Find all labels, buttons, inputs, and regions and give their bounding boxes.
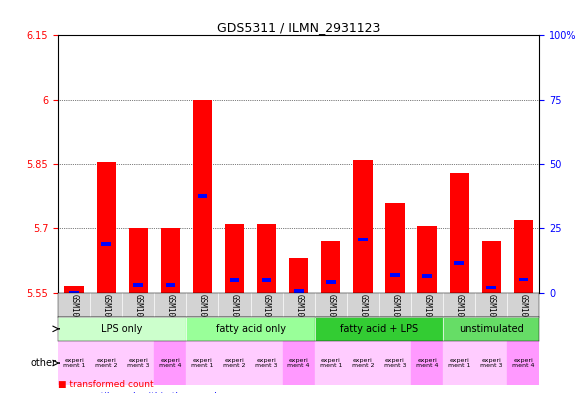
Text: GSM1034578: GSM1034578 <box>230 294 239 340</box>
Text: GSM1034577: GSM1034577 <box>423 294 432 340</box>
Bar <box>186 317 315 341</box>
Bar <box>161 228 180 293</box>
Bar <box>450 173 469 293</box>
Text: experi
ment 3: experi ment 3 <box>384 358 406 368</box>
Bar <box>96 162 116 293</box>
Bar <box>358 237 368 241</box>
Bar <box>154 341 186 385</box>
Text: GSM1034584: GSM1034584 <box>390 294 400 340</box>
Bar <box>347 341 379 385</box>
Bar <box>58 317 186 341</box>
Text: LPS only: LPS only <box>102 324 143 334</box>
Text: experi
ment 2: experi ment 2 <box>351 358 374 368</box>
Bar <box>230 278 240 282</box>
Text: experi
ment 4: experi ment 4 <box>288 358 310 368</box>
Text: GSM1034571: GSM1034571 <box>455 294 463 340</box>
Bar <box>422 274 432 278</box>
Text: GSM1034572: GSM1034572 <box>198 294 207 340</box>
Bar <box>481 241 501 293</box>
Bar <box>514 220 533 293</box>
Text: GSM1034582: GSM1034582 <box>262 294 271 340</box>
Bar <box>193 100 212 293</box>
Text: fatty acid only: fatty acid only <box>216 324 285 334</box>
Bar <box>257 224 276 293</box>
Text: experi
ment 4: experi ment 4 <box>159 358 182 368</box>
Bar <box>282 341 315 385</box>
Bar <box>487 286 496 290</box>
Text: experi
ment 3: experi ment 3 <box>480 358 502 368</box>
Bar <box>58 341 90 385</box>
Bar <box>219 341 251 385</box>
Title: GDS5311 / ILMN_2931123: GDS5311 / ILMN_2931123 <box>217 21 380 34</box>
Text: experi
ment 1: experi ment 1 <box>448 358 470 368</box>
Text: experi
ment 1: experi ment 1 <box>63 358 85 368</box>
Bar <box>353 160 372 293</box>
Text: experi
ment 3: experi ment 3 <box>255 358 278 368</box>
Bar <box>390 273 400 277</box>
Text: ■ transformed count: ■ transformed count <box>58 380 154 389</box>
Bar <box>186 341 219 385</box>
Text: fatty acid + LPS: fatty acid + LPS <box>340 324 418 334</box>
Bar <box>326 281 336 284</box>
Bar <box>379 341 411 385</box>
Text: GSM1034580: GSM1034580 <box>358 294 367 340</box>
Bar <box>198 194 207 198</box>
Text: GSM1034585: GSM1034585 <box>519 294 528 340</box>
Bar <box>262 278 271 282</box>
Bar <box>519 277 528 281</box>
Bar <box>454 261 464 264</box>
Bar <box>251 341 282 385</box>
Text: experi
ment 4: experi ment 4 <box>512 358 535 368</box>
Bar <box>315 341 347 385</box>
Bar <box>90 341 122 385</box>
Text: experi
ment 1: experi ment 1 <box>320 358 342 368</box>
Bar <box>385 203 405 293</box>
Bar <box>315 317 443 341</box>
Bar <box>69 290 79 294</box>
Bar <box>475 341 508 385</box>
Text: GSM1034573: GSM1034573 <box>70 294 78 340</box>
Text: GSM1034575: GSM1034575 <box>294 294 303 340</box>
Text: GSM1034574: GSM1034574 <box>327 294 335 340</box>
Bar <box>64 286 84 293</box>
Text: GSM1034579: GSM1034579 <box>102 294 111 340</box>
Bar <box>289 258 309 293</box>
Text: other: other <box>30 358 56 368</box>
Bar <box>321 241 340 293</box>
Text: experi
ment 1: experi ment 1 <box>191 358 213 368</box>
Bar <box>418 226 437 293</box>
Bar <box>225 224 244 293</box>
Text: GSM1034576: GSM1034576 <box>166 294 175 340</box>
Bar <box>508 341 539 385</box>
Text: ■ percentile rank within the sample: ■ percentile rank within the sample <box>58 392 223 393</box>
Text: unstimulated: unstimulated <box>459 324 524 334</box>
Text: experi
ment 2: experi ment 2 <box>223 358 246 368</box>
Bar <box>129 228 148 293</box>
Bar <box>443 341 475 385</box>
Bar <box>165 283 175 287</box>
Bar <box>294 289 303 293</box>
Text: GSM1034583: GSM1034583 <box>134 294 143 340</box>
Bar <box>133 283 143 287</box>
Text: GSM1034581: GSM1034581 <box>487 294 496 340</box>
Bar <box>102 242 111 246</box>
Bar <box>443 317 539 341</box>
Bar <box>122 341 154 385</box>
Text: experi
ment 3: experi ment 3 <box>127 358 150 368</box>
Text: experi
ment 4: experi ment 4 <box>416 358 438 368</box>
Text: experi
ment 2: experi ment 2 <box>95 358 117 368</box>
Bar <box>411 341 443 385</box>
